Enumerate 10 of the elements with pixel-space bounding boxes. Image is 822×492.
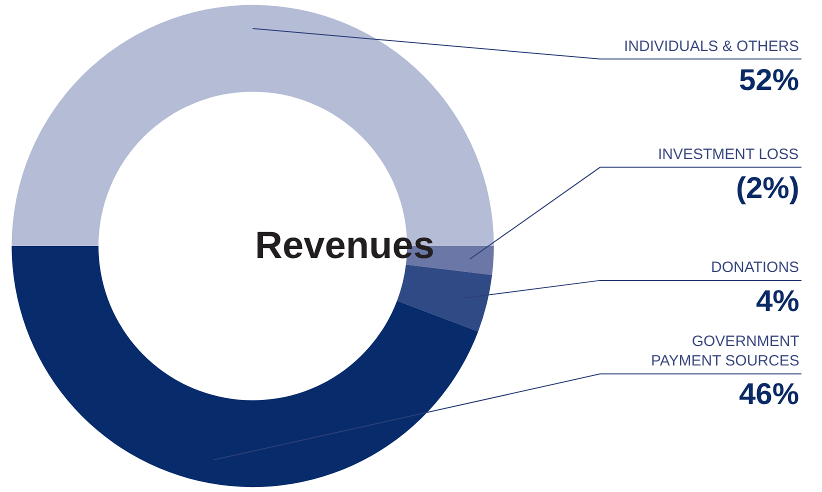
data-label: 46% xyxy=(739,378,800,411)
data-label: (2%) xyxy=(736,172,800,205)
data-label: 52% xyxy=(739,64,800,97)
text: Revenues xyxy=(255,225,435,267)
slice-label: GOVERNMENT PAYMENT SOURCES xyxy=(651,333,800,370)
slice-label: INVESTMENT LOSS xyxy=(658,146,799,163)
data-label: 4% xyxy=(756,285,800,318)
slice-label: DONATIONS xyxy=(711,259,800,276)
donut-slice xyxy=(397,264,492,332)
slice-label: INDIVIDUALS & OTHERS xyxy=(624,38,800,55)
